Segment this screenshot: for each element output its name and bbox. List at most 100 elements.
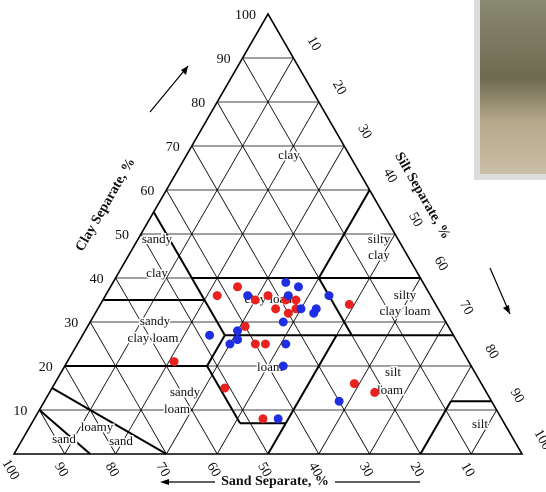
grid-line (39, 409, 66, 455)
region-label: sandy (142, 231, 173, 246)
grid-line (470, 409, 497, 455)
data-point (370, 387, 380, 397)
grid-line (369, 321, 447, 455)
data-point (344, 299, 354, 309)
data-point (258, 414, 268, 424)
clay-tick-label: 70 (166, 140, 180, 155)
region-boundary (152, 211, 206, 301)
sand-arrowhead (160, 479, 169, 485)
data-point (250, 295, 260, 305)
labels: 10 20 30 40 50 60 70 80 90 100 10 20 30 40 50 60 70 80 90 1… (0, 8, 546, 489)
sand-axis-label: Sand Separate, % (221, 474, 329, 489)
region-boundary (38, 409, 91, 455)
region-boundary (206, 334, 226, 367)
data-point (283, 308, 293, 318)
data-point (233, 282, 243, 292)
sand-tick-label: 100 (0, 457, 22, 483)
clay-tick-label: 90 (217, 52, 231, 67)
data-point (220, 383, 230, 393)
silt-axis-label: Silt Separate, % (391, 150, 453, 242)
clay-tick-label: 10 (13, 404, 27, 419)
data-point (334, 396, 344, 406)
region-label: clay (368, 247, 390, 262)
data-point (281, 277, 291, 287)
region-label: loam (377, 382, 403, 397)
silt-tick-label: 20 (329, 78, 349, 98)
clay-arrowhead (181, 66, 188, 75)
silt-tick-label: 90 (507, 386, 527, 406)
data-point (250, 339, 260, 349)
sand-tick-label: 90 (51, 460, 71, 480)
photo (480, 0, 546, 174)
data-point (260, 339, 270, 349)
silt-tick-label: 10 (304, 34, 324, 54)
region-boundary (203, 299, 226, 336)
points (169, 277, 380, 424)
data-point (283, 291, 293, 301)
data-point (324, 291, 334, 301)
region-label: clay (146, 265, 168, 280)
sand-tick-label: 20 (407, 460, 427, 480)
sand-tick-label: 60 (203, 460, 223, 480)
region-label: silty (368, 231, 391, 246)
data-point (281, 339, 291, 349)
region-label: clay loam (380, 303, 431, 318)
region-label: sand (109, 433, 133, 448)
region-boundary (419, 400, 452, 455)
region-label: silty (394, 287, 417, 302)
silt-tick-label: 80 (481, 342, 501, 362)
region-boundaries (12, 12, 524, 455)
data-point (233, 335, 243, 345)
data-point (169, 357, 179, 367)
silt-tick-label: 30 (354, 122, 374, 142)
silt-tick-label: 100 (530, 427, 546, 453)
clay-tick-label: 50 (115, 228, 129, 243)
grid-line (89, 321, 167, 455)
silt-arrowhead (503, 305, 510, 314)
sand-tick-label: 80 (102, 460, 122, 480)
silt-tick-label: 40 (380, 166, 400, 186)
data-point (225, 339, 235, 349)
region-boundary (206, 365, 241, 424)
grid (39, 57, 497, 455)
region-label: loamy (81, 419, 114, 434)
region-label: silt (472, 416, 488, 431)
data-point (349, 379, 359, 389)
data-point (296, 304, 306, 314)
region-label: clay (278, 147, 300, 162)
region-label: sandy (140, 313, 171, 328)
region-label: silt (385, 364, 401, 379)
data-point (240, 321, 250, 331)
sand-tick-label: 50 (254, 460, 274, 480)
sand-tick-label: 30 (356, 460, 376, 480)
silt-tick-label: 70 (456, 298, 476, 318)
data-point (212, 291, 222, 301)
region-label: loam (257, 359, 283, 374)
data-point (293, 282, 303, 292)
region-label: clay loam (128, 330, 179, 345)
data-point (205, 330, 215, 340)
data-point (311, 304, 321, 314)
region-label: sand (52, 431, 76, 446)
data-point (263, 291, 273, 301)
clay-arrow (149, 65, 189, 113)
clay-tick-label: 80 (191, 96, 205, 111)
data-point (291, 295, 301, 305)
region-boundary (267, 334, 338, 455)
sand-tick-label: 10 (457, 460, 477, 480)
clay-tick-label: 100 (235, 8, 256, 23)
clay-tick-label: 20 (39, 360, 53, 375)
data-point (271, 304, 281, 314)
data-point (273, 414, 283, 424)
data-point (243, 291, 253, 301)
silt-tick-label: 60 (431, 254, 451, 274)
grid-line (242, 57, 472, 455)
region-label: loam (164, 401, 190, 416)
clay-tick-label: 60 (140, 184, 154, 199)
grid-line (140, 233, 269, 455)
sand-tick-label: 40 (305, 460, 325, 480)
clay-tick-label: 30 (64, 316, 78, 331)
region-boundary (51, 387, 167, 455)
data-point (233, 326, 243, 336)
